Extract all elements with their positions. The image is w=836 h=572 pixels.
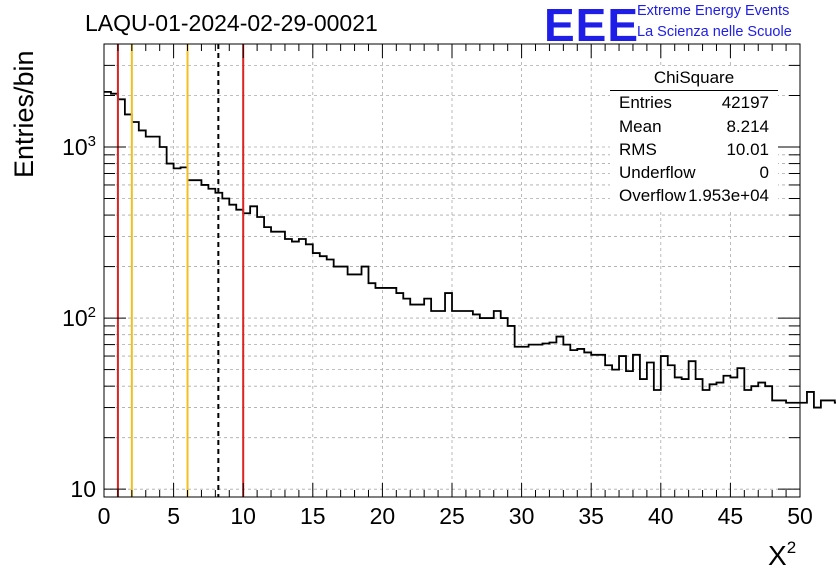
stats-row-mean: Mean 8.214 [619,117,769,139]
histogram-series [104,90,836,409]
stats-label: Underflow [619,163,696,182]
x-tick-label: 40 [648,503,674,529]
x-axis-label: X2 [768,538,796,571]
x-tick-labels: 0 5 10 15 20 25 30 35 40 45 50 [98,503,813,529]
stats-value: 0 [759,163,769,182]
stats-label: RMS [619,140,657,159]
stats-divider [610,90,778,91]
stats-box: ChiSquare Entries 42197 Mean 8.214 RMS 1… [610,66,778,212]
stats-row-overflow: Overflow 1.953e+04 [619,186,769,208]
x-tick-label: 25 [439,503,465,529]
stats-row-entries: Entries 42197 [619,93,769,115]
eee-logo: EEE [544,0,640,51]
logo-line-1: Extreme Energy Events [637,3,790,19]
stats-label: Overflow [619,186,687,205]
stats-value: 42197 [721,93,769,112]
stats-row-rms: RMS 10.01 [619,140,769,162]
x-tick-label: 0 [98,503,111,529]
histogram-line [104,90,836,409]
stats-value: 10.01 [726,140,769,159]
stats-label: Mean [619,117,662,136]
x-tick-label: 20 [370,503,396,529]
x-tick-label: 50 [787,503,813,529]
x-tick-label: 15 [300,503,326,529]
y-tick-labels: 10 102 103 [62,133,96,502]
stats-label: Entries [619,93,672,112]
grid-lines [104,43,800,498]
x-tick-label: 45 [718,503,744,529]
x-tick-label: 30 [509,503,535,529]
reference-lines [116,44,245,497]
y-axis-label: Entries/bin [9,50,39,178]
stats-value: 1.953e+04 [688,186,769,205]
y-tick-label: 103 [62,133,96,160]
x-tick-label: 10 [230,503,256,529]
y-tick-label: 102 [62,304,96,331]
logo-line-2: La Scienza nelle Scuole [637,24,792,40]
x-tick-label: 35 [578,503,604,529]
stats-value: 8.214 [726,117,769,136]
axis-ticks [103,43,801,498]
stats-row-underflow: Underflow 0 [619,163,769,185]
x-tick-label: 5 [167,503,180,529]
stats-title: ChiSquare [653,68,735,87]
page-title: LAQU-01-2024-02-29-00021 [85,10,378,36]
y-tick-label: 10 [70,476,96,502]
